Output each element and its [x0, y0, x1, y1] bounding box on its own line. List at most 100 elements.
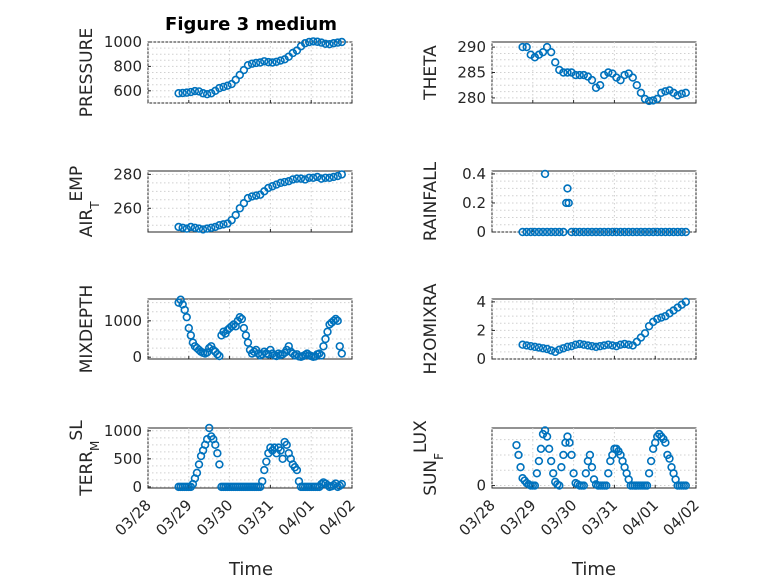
data-point [608, 227, 617, 237]
y-tick-label: 1000 [104, 33, 142, 51]
data-point [599, 227, 609, 237]
data-point [559, 344, 568, 353]
data-point [235, 70, 245, 80]
data-point [632, 227, 642, 237]
data-point [186, 222, 196, 232]
data-point [602, 481, 611, 490]
y-axis-label: THETA [421, 45, 441, 101]
data-point [657, 88, 666, 98]
data-point [284, 176, 293, 186]
data-point [247, 192, 257, 201]
data-point [648, 96, 658, 105]
data-point [317, 38, 326, 47]
x-tick-label: 03/31 [234, 496, 277, 539]
data-point [227, 215, 236, 225]
data-point [585, 450, 595, 460]
data-point [575, 339, 584, 349]
y-tick-label: 4 [476, 293, 486, 311]
data-point [551, 227, 560, 237]
data-point [518, 340, 527, 349]
data-point [604, 68, 613, 77]
data-point [665, 227, 674, 237]
data-point [268, 182, 277, 191]
x-axis-label-right: Time [571, 559, 616, 580]
data-point [292, 465, 302, 475]
data-point [211, 440, 220, 450]
data-point [260, 57, 269, 66]
data-point [215, 221, 224, 230]
data-point [681, 297, 690, 307]
data-point [620, 339, 629, 349]
data-point [542, 42, 552, 52]
y-axis-label: AIRTEMP [67, 166, 102, 237]
data-point [190, 223, 200, 232]
data-point [628, 73, 637, 82]
data-point [309, 173, 318, 182]
x-tick-label: 03/28 [456, 496, 499, 539]
data-point [182, 224, 191, 233]
data-point [646, 456, 656, 466]
data-point [563, 68, 572, 77]
data-point [186, 87, 196, 97]
y-tick-label: 0 [476, 223, 486, 241]
y-tick-label: 280 [113, 165, 142, 183]
data-point [337, 479, 346, 489]
x-tick-label: 04/02 [316, 496, 359, 539]
data-point [608, 341, 617, 350]
data-point [329, 39, 338, 48]
data-point [526, 227, 535, 237]
data-point [518, 227, 527, 237]
data-point [542, 227, 552, 237]
subplot-rainfall: 0 0.2 0.4 RAINFALL [421, 161, 697, 241]
data-point [235, 204, 245, 213]
data-point [555, 345, 564, 354]
data-point [551, 347, 560, 357]
y-tick-label: 1000 [104, 422, 142, 440]
data-point [205, 423, 214, 433]
data-point [542, 344, 552, 354]
data-point [557, 462, 566, 472]
data-point [534, 456, 544, 466]
data-point [538, 227, 548, 237]
data-point [616, 227, 625, 237]
data-point [251, 191, 261, 200]
data-point [540, 169, 550, 179]
data-point [628, 227, 637, 237]
data-point [518, 42, 527, 52]
data-point [239, 323, 249, 333]
data-point [205, 343, 214, 353]
subplot-mixdepth: 0 1000 MIXDEPTH [77, 285, 353, 373]
data-point [276, 178, 285, 188]
y-axis-label: SUNFLUX [411, 420, 446, 496]
data-point [262, 457, 271, 466]
y-tick-label: 290 [457, 38, 486, 56]
subplot-pressure: 600 800 1000 PRESSURE [77, 28, 353, 117]
data-point [184, 323, 194, 333]
data-point [215, 83, 224, 93]
data-point [260, 465, 269, 475]
data-point [575, 227, 584, 237]
data-point [551, 58, 560, 67]
data-point [661, 227, 670, 237]
data-point [563, 184, 572, 193]
data-point [564, 198, 573, 208]
y-tick-label: 280 [457, 89, 486, 107]
y-tick-label: 0 [476, 477, 486, 495]
data-point [192, 468, 202, 478]
data-point [681, 88, 690, 98]
data-point [546, 346, 556, 355]
data-point [207, 223, 216, 232]
data-point [190, 86, 200, 96]
data-point [522, 227, 531, 237]
data-point [681, 481, 690, 490]
data-point [176, 295, 185, 304]
y-axis-label: PRESSURE [77, 28, 97, 117]
data-point [653, 314, 662, 324]
data-point [304, 173, 314, 182]
data-point [235, 312, 245, 322]
data-point [516, 462, 525, 472]
data-point [215, 460, 224, 469]
data-point [657, 227, 666, 237]
data-point [530, 342, 540, 352]
data-point [239, 65, 249, 75]
